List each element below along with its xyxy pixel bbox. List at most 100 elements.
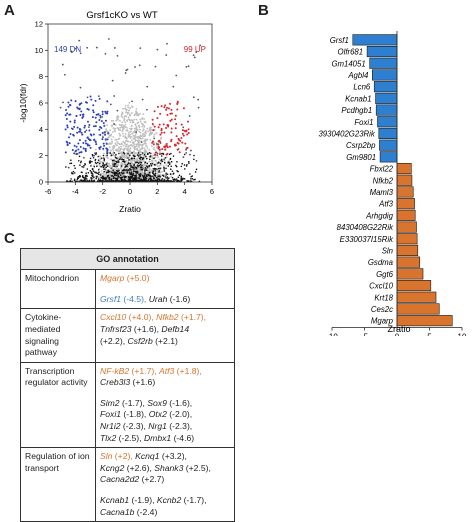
volcano-point [110,180,112,182]
volcano-point [106,110,109,113]
volcano-point [172,155,175,157]
bar-category-label: Agbl4 [347,71,369,80]
volcano-point [92,156,95,159]
volcano-point [112,169,114,172]
volcano-point [161,160,164,163]
volcano-point [134,170,136,173]
volcano-point [162,123,165,126]
volcano-point [169,112,172,115]
volcano-point [133,118,136,121]
go-gene-line: Cacna2d2 (+2.7) [100,474,230,486]
volcano-point [107,169,109,172]
volcano-point [186,133,189,136]
volcano-point [93,154,96,157]
volcano-point [79,114,82,117]
volcano-x-tick-label: 0 [128,187,132,196]
volcano-point [149,126,152,129]
volcano-point [73,172,76,174]
volcano-point [137,142,140,145]
volcano-point [184,168,186,170]
volcano-point [82,174,84,177]
go-category: Mitochondrion [20,269,96,310]
volcano-point [127,104,129,107]
volcano-point [102,166,105,169]
volcano-point [142,123,145,126]
volcano-point [170,160,173,163]
gene-zratio: (+5.0) [124,273,150,284]
volcano-point [88,179,91,182]
volcano-point [84,131,87,134]
volcano-point [64,114,67,117]
volcano-point [181,141,184,144]
volcano-point [123,175,125,177]
volcano-point [127,179,130,181]
volcano-point [157,175,159,177]
volcano-point [134,66,136,68]
volcano-point [141,118,144,120]
volcano-point [166,42,168,45]
volcano-point [124,123,127,126]
volcano-point [131,100,133,103]
volcano-point [136,111,138,114]
volcano-point [146,176,149,179]
volcano-point [115,143,118,146]
volcano-point [137,124,140,127]
volcano-point [122,132,124,135]
volcano-point [98,160,101,163]
volcano-point [98,97,101,100]
volcano-point [146,147,149,149]
volcano-point [69,132,72,135]
volcano-point [105,112,108,115]
bar [378,127,398,139]
volcano-point [74,167,76,169]
volcano-point [125,126,128,129]
volcano-point [131,141,134,144]
volcano-point [119,119,121,122]
volcano-point [103,180,106,182]
volcano-point [93,139,96,142]
volcano-point [141,152,144,154]
volcano-point [183,153,186,156]
volcano-point [85,101,88,104]
volcano-point [166,106,169,109]
go-table-row: Regulation of ion transport Sln (+2), Kcn… [20,447,235,522]
gene-name: Kcnab1 [100,495,130,506]
volcano-point [139,161,141,164]
gene-zratio: (+1.6) [130,377,156,388]
volcano-point [156,164,159,166]
volcano-point [186,163,188,166]
volcano-point [64,128,67,131]
volcano-x-tick-label: -2 [99,187,106,196]
volcano-point [157,156,159,158]
volcano-point [75,153,78,156]
volcano-point [120,156,122,159]
volcano-point [137,114,140,117]
gene-zratio: (+1.8), [174,365,202,376]
volcano-point [73,119,76,122]
volcano-point [94,148,97,151]
volcano-point [68,142,71,145]
volcano-point [108,146,111,148]
volcano-point [73,164,76,167]
volcano-point [144,151,147,154]
volcano-point [95,113,98,116]
volcano-point [101,132,104,135]
volcano-point [80,110,83,113]
volcano-point [158,175,161,177]
volcano-point [165,164,168,167]
volcano-point [101,113,104,116]
volcano-point [186,180,188,182]
volcano-point [135,152,137,155]
volcano-point [127,150,130,153]
volcano-point [153,125,156,128]
volcano-point [141,180,144,182]
volcano-point [95,143,98,146]
volcano-point [164,104,167,107]
volcano-point [178,138,181,141]
volcano-point [154,170,157,172]
volcano-point [122,160,124,163]
go-gene-line: Creb3l3 (+1.6) [100,377,230,389]
volcano-point [136,164,139,167]
volcano-point [136,159,138,162]
volcano-point [129,178,131,180]
